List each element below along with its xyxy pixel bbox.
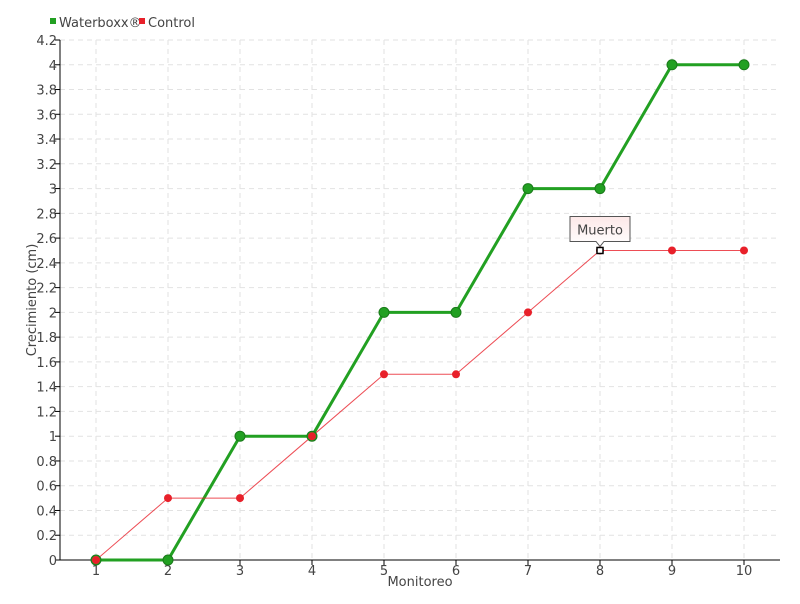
- annotations: Muerto: [569, 215, 631, 255]
- y-tick-label: 3.6: [36, 108, 57, 123]
- annotation-marker: [596, 246, 604, 255]
- data-point-control: [92, 556, 100, 564]
- data-point-waterboxx: [522, 183, 534, 195]
- series-line-control: [95, 249, 744, 561]
- x-tick-label: 5: [380, 564, 388, 579]
- y-tick-label: 2: [49, 306, 57, 321]
- legend-marker: [139, 18, 145, 24]
- data-point-waterboxx: [162, 554, 174, 566]
- data-point-control: [668, 246, 676, 255]
- y-tick-label: 3.2: [36, 158, 57, 173]
- y-axis-label: Crecimiento (cm): [25, 244, 40, 357]
- axes: [55, 39, 780, 565]
- y-tick-label: 3: [49, 183, 57, 198]
- x-tick-label: 3: [236, 564, 244, 579]
- annotation-label: Muerto: [577, 223, 623, 238]
- data-point-waterboxx: [738, 59, 750, 71]
- y-tick-label: 1.8: [36, 331, 57, 346]
- data-point-waterboxx: [378, 306, 390, 318]
- y-tick-label: 4.2: [36, 34, 57, 49]
- x-tick-label: 4: [308, 564, 316, 579]
- y-tick-label: 4: [49, 59, 57, 74]
- y-tick-label: 0.8: [36, 455, 57, 470]
- y-tick-label: 2.8: [36, 207, 57, 222]
- legend: Waterboxx® Control: [50, 16, 195, 31]
- y-tick-label: 2.6: [36, 232, 57, 247]
- y-tick-label: 1.4: [36, 381, 57, 396]
- y-tick-label: 0.2: [36, 529, 57, 544]
- x-tick-label: 9: [668, 564, 676, 579]
- data-point-waterboxx: [594, 183, 606, 195]
- legend-label: Waterboxx®: [59, 16, 142, 31]
- x-axis-label: Monitoreo: [387, 575, 452, 590]
- y-tick-label: 0.4: [36, 504, 57, 519]
- tick-labels: 0 0.2 0.4 0.6 0.8 1 1.2 1.4 1.6 1.8 2 2.2 2.4 2.6 2.8 3…: [36, 34, 752, 579]
- x-tick-label: 6: [452, 564, 460, 579]
- data-point-control: [524, 308, 532, 317]
- series-lines: [95, 63, 744, 562]
- y-tick-label: 3.4: [36, 133, 57, 148]
- y-tick-label: 1.2: [36, 405, 57, 420]
- y-tick-label: 3.8: [36, 84, 57, 99]
- x-tick-label: 8: [596, 564, 604, 579]
- legend-marker: [50, 18, 56, 24]
- data-point-control: [164, 494, 172, 503]
- data-point-control: [236, 494, 244, 503]
- x-tick-label: 10: [736, 564, 753, 579]
- y-tick-label: 0: [49, 554, 57, 569]
- data-point-waterboxx: [450, 306, 462, 318]
- x-tick-label: 7: [524, 564, 532, 579]
- annotation-callout: [569, 215, 631, 248]
- data-point-waterboxx: [234, 430, 246, 442]
- data-point-control: [740, 246, 748, 255]
- grid: [60, 39, 780, 560]
- x-tick-label: 2: [164, 564, 172, 579]
- x-tick-label: 1: [92, 564, 100, 579]
- y-tick-label: 2.2: [36, 282, 57, 297]
- legend-label: Control: [148, 16, 195, 31]
- data-point-control: [452, 370, 460, 379]
- y-tick-label: 1.6: [36, 356, 57, 371]
- data-point-control: [308, 432, 316, 441]
- data-point-control: [380, 370, 388, 379]
- y-tick-label: 0.6: [36, 480, 57, 495]
- y-tick-label: 1: [49, 430, 57, 445]
- data-point-waterboxx: [666, 59, 678, 71]
- y-tick-label: 2.4: [36, 257, 57, 272]
